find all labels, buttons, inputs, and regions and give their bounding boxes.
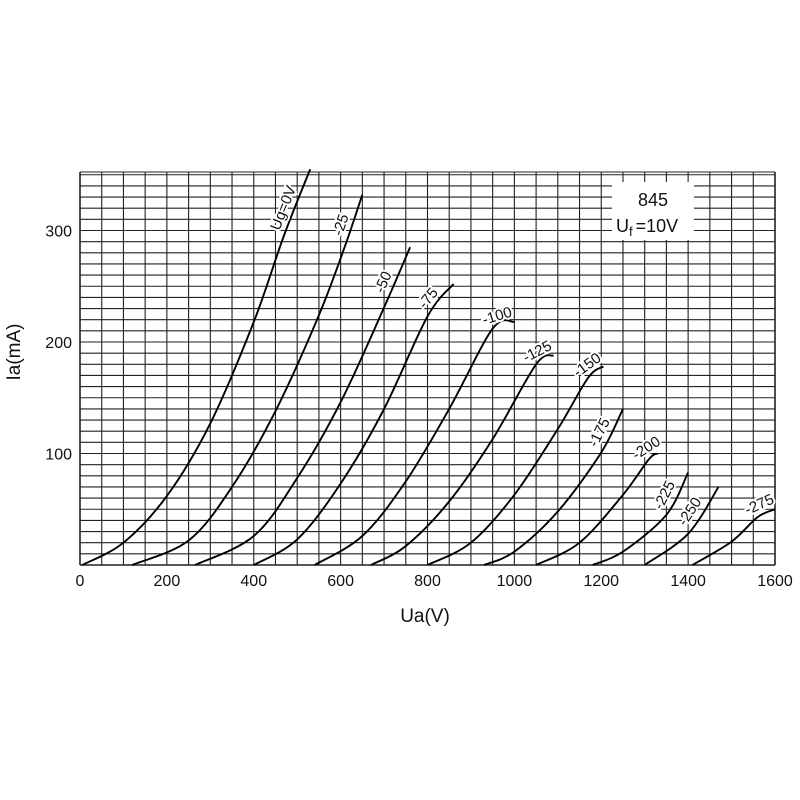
y-axis-title: Ia(mA)	[4, 324, 25, 381]
x-tick-label: 0	[76, 573, 85, 590]
curve-line	[194, 246, 411, 566]
y-tick-label: 300	[45, 224, 72, 241]
curve-line	[253, 283, 455, 566]
curve-line	[692, 508, 776, 566]
x-tick-label: 200	[154, 573, 181, 590]
y-tick-label: 100	[45, 447, 72, 464]
x-tick-label: 600	[327, 573, 354, 590]
filament-symbol: U	[616, 216, 629, 236]
x-tick-label: 800	[414, 573, 441, 590]
curve-line	[370, 354, 554, 566]
plate-curves	[81, 168, 776, 566]
curve-line	[483, 408, 624, 566]
y-tick-label: 200	[45, 335, 72, 352]
x-tick-label: 1400	[670, 573, 706, 590]
tube-info-box: 845 Uf =10V	[612, 182, 694, 240]
curve-line	[644, 486, 720, 566]
curve-line	[314, 319, 515, 566]
x-tick-label: 1000	[497, 573, 533, 590]
x-axis-title: Ua(V)	[400, 606, 450, 627]
curve-line	[427, 365, 604, 566]
grid	[79, 171, 776, 566]
x-tick-label: 1600	[757, 573, 793, 590]
curve-line	[592, 472, 689, 566]
curve-line	[131, 194, 364, 566]
curve-line	[535, 452, 659, 566]
filament-voltage-label: Uf =10V	[616, 216, 678, 239]
tube-type-label: 845	[638, 190, 668, 210]
tube-info-background	[612, 182, 694, 240]
filament-value: =10V	[636, 216, 679, 236]
filament-subscript: f	[629, 224, 633, 239]
tick-labels: 0 200 400 600 800 1000 1200 1400 1600 100 200 300	[45, 224, 793, 591]
curve-line	[81, 168, 312, 566]
x-tick-label: 1200	[583, 573, 619, 590]
x-tick-label: 400	[240, 573, 267, 590]
